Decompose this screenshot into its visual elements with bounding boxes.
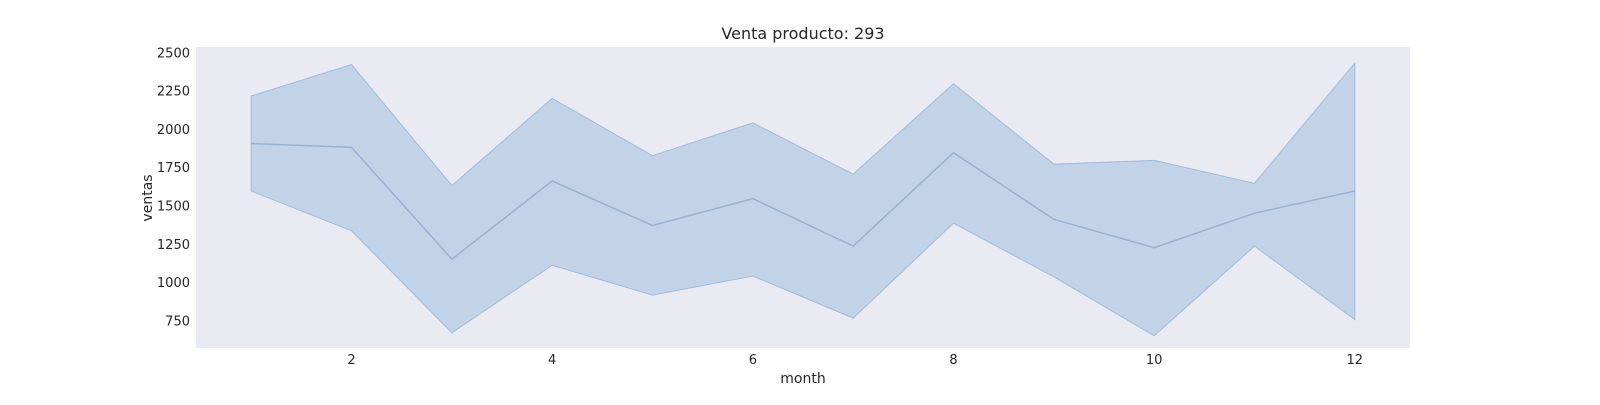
x-tick-label: 4 — [548, 353, 556, 368]
x-tick-label: 12 — [1347, 353, 1364, 368]
x-axis-label: month — [780, 371, 825, 387]
y-tick-label: 1250 — [157, 238, 190, 253]
confidence-band-0 — [250, 61, 1356, 337]
x-tick-label: 6 — [749, 353, 757, 368]
x-axis-ticks: 2 4 6 8 10 12 — [347, 353, 1363, 368]
x-tick-label: 2 — [347, 353, 355, 368]
y-tick-label: 2000 — [157, 123, 190, 138]
y-tick-label: 2500 — [157, 46, 190, 61]
y-tick-label: 1500 — [157, 200, 190, 215]
y-axis-ticks: 750 1000 1250 1500 1750 2000 2250 2500 — [157, 46, 190, 329]
y-tick-label: 2250 — [157, 85, 190, 100]
y-tick-label: 1750 — [157, 161, 190, 176]
x-tick-label: 8 — [949, 353, 957, 368]
confidence-band-layer — [250, 61, 1356, 337]
series-line-layer — [251, 142, 1355, 261]
y-axis-label: ventas — [140, 174, 156, 221]
y-tick-label: 750 — [165, 314, 190, 329]
chart-title: Venta producto: 293 — [721, 24, 884, 43]
x-tick-label: 10 — [1146, 353, 1163, 368]
y-tick-label: 1000 — [157, 276, 190, 291]
series-line-0 — [251, 142, 1355, 261]
